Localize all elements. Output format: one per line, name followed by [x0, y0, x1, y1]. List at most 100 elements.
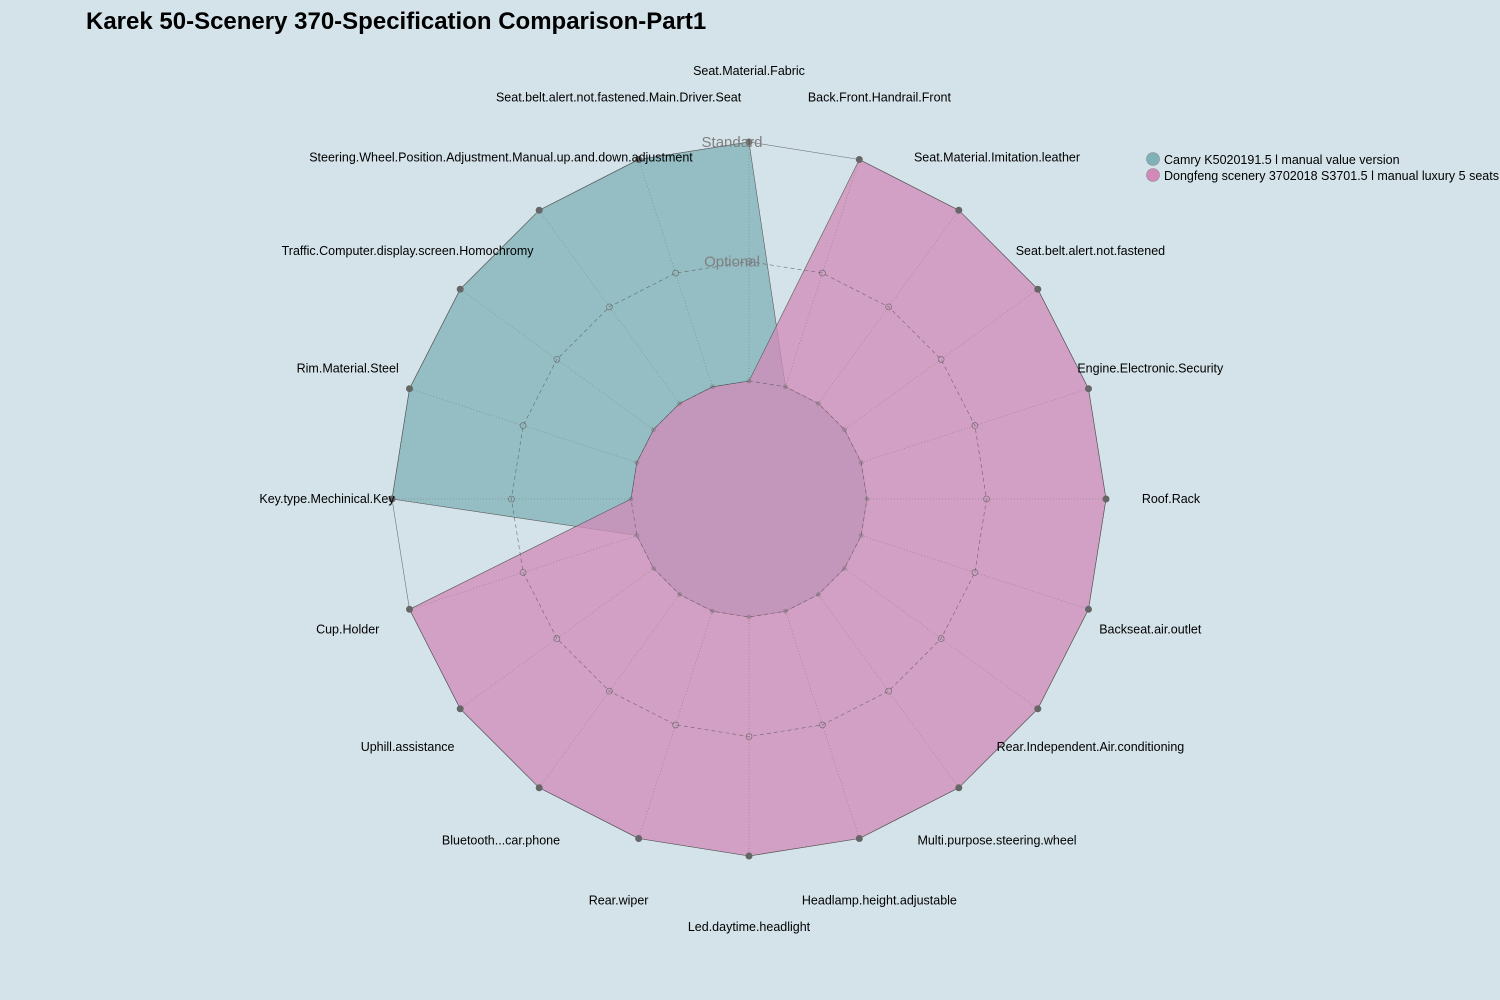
data-point: [710, 608, 715, 614]
axis-label: Roof.Rack: [1142, 492, 1201, 506]
axis-label: Seat.Material.Fabric: [693, 64, 805, 78]
spoke-12: [638, 611, 713, 839]
grid-marker-10: [819, 721, 826, 729]
data-point: [855, 835, 863, 842]
data-point: [745, 852, 753, 860]
legend-swatch-2: [1146, 168, 1160, 182]
axis-label: Seat.belt.alert.not.fastened.Main.Driver…: [496, 91, 742, 105]
data-point: [746, 378, 752, 384]
data-point: [815, 592, 821, 597]
axis-label: Seat.Material.Imitation.leather: [914, 151, 1080, 165]
data-point: [628, 496, 634, 502]
axis-label: Rim.Material.Steel: [297, 362, 399, 376]
data-point: [1102, 495, 1110, 503]
series-points: [388, 138, 1110, 860]
data-point: [745, 138, 753, 146]
grid-marker-11: [745, 733, 753, 740]
grid-marker-18: [553, 356, 561, 363]
grid-marker-17: [519, 422, 527, 429]
data-point: [842, 565, 847, 571]
data-point: [955, 206, 963, 214]
data-point: [783, 608, 788, 614]
data-point: [535, 206, 543, 214]
spoke-20: [638, 159, 713, 387]
radar-grid: [391, 141, 1107, 857]
axis-label: Led.daytime.headlight: [688, 920, 811, 934]
grid-marker-12: [672, 721, 679, 729]
level-label: Standard: [702, 134, 763, 151]
axis-label: Backseat.air.outlet: [1099, 622, 1202, 636]
spoke-7: [861, 535, 1089, 610]
spoke-14: [460, 568, 654, 710]
data-point: [955, 784, 963, 792]
data-point: [815, 401, 821, 406]
grid-marker-14: [553, 635, 561, 642]
legend-label-2: Dongfeng scenery 3702018 S3701.5 l manua…: [1164, 169, 1499, 183]
data-point: [635, 835, 643, 842]
spoke-10: [785, 611, 860, 839]
grid-marker-6: [983, 495, 990, 503]
chart-title: Karek 50-Scenery 370-Specification Compa…: [86, 8, 706, 35]
axis-label: Bluetooth...car.phone: [442, 833, 560, 847]
spoke-19: [538, 210, 680, 404]
data-point: [855, 156, 863, 163]
data-point: [864, 496, 870, 502]
spoke-15: [409, 535, 637, 610]
data-point: [677, 592, 683, 597]
grid-ring-2: [511, 261, 987, 737]
axis-label: Uphill.assistance: [361, 740, 455, 754]
axis-label: Rear.Independent.Air.conditioning: [997, 740, 1185, 754]
grid-marker-7: [971, 569, 979, 576]
grid-marker-9: [885, 687, 892, 695]
legend: Camry K5020191.5 l manual value version D…: [1146, 152, 1499, 183]
axis-label: Key.type.Mechinical.Key: [259, 492, 395, 506]
spoke-5: [861, 388, 1089, 463]
spoke-18: [460, 288, 654, 430]
axis-label: Steering.Wheel.Position.Adjustment.Manua…: [309, 151, 693, 165]
axis-label: Traffic.Computer.display.screen.Homochro…: [282, 244, 535, 258]
level-label: Optional: [704, 254, 760, 271]
spoke-8: [844, 568, 1038, 710]
series-polygons: [391, 141, 1107, 857]
axis-label: Headlamp.height.adjustable: [802, 893, 957, 907]
data-point: [858, 460, 864, 465]
grid-marker-5: [971, 422, 979, 429]
axis-label: Back.Front.Handrail.Front: [808, 91, 952, 105]
data-point: [388, 495, 396, 503]
grid-marker-1: [745, 258, 753, 265]
grid-marker-13: [606, 687, 613, 695]
legend-swatch-1: [1146, 152, 1160, 166]
axis-labels: Seat.Material.FabricBack.Front.Handrail.…: [259, 64, 1224, 934]
grid-marker-2: [819, 269, 826, 277]
grid-marker-8: [937, 635, 945, 642]
grid-marker-16: [508, 495, 515, 503]
data-point: [677, 401, 683, 406]
data-point: [783, 384, 788, 390]
data-point: [651, 427, 656, 433]
spoke-3: [818, 210, 960, 404]
axis-label: Seat.belt.alert.not.fastened: [1016, 244, 1165, 258]
spoke-9: [818, 594, 960, 788]
data-point: [858, 533, 864, 538]
legend-label-1: Camry K5020191.5 l manual value version: [1164, 153, 1400, 167]
data-point: [634, 533, 640, 538]
data-point: [1085, 385, 1092, 393]
spoke-13: [538, 594, 680, 788]
data-point: [1034, 285, 1042, 293]
data-point: [651, 565, 656, 571]
data-point: [1034, 705, 1042, 713]
grid-marker-3: [885, 303, 892, 311]
data-point: [842, 427, 847, 433]
data-point: [535, 784, 543, 792]
axis-label: Engine.Electronic.Security: [1077, 362, 1224, 376]
data-point: [456, 705, 464, 713]
data-point: [746, 614, 752, 620]
axis-label: Multi.purpose.steering.wheel: [917, 833, 1076, 847]
grid-marker-19: [606, 303, 613, 311]
grid-marker-20: [672, 269, 679, 277]
grid-marker-4: [937, 356, 945, 363]
data-point: [710, 384, 715, 390]
data-point: [406, 605, 413, 613]
